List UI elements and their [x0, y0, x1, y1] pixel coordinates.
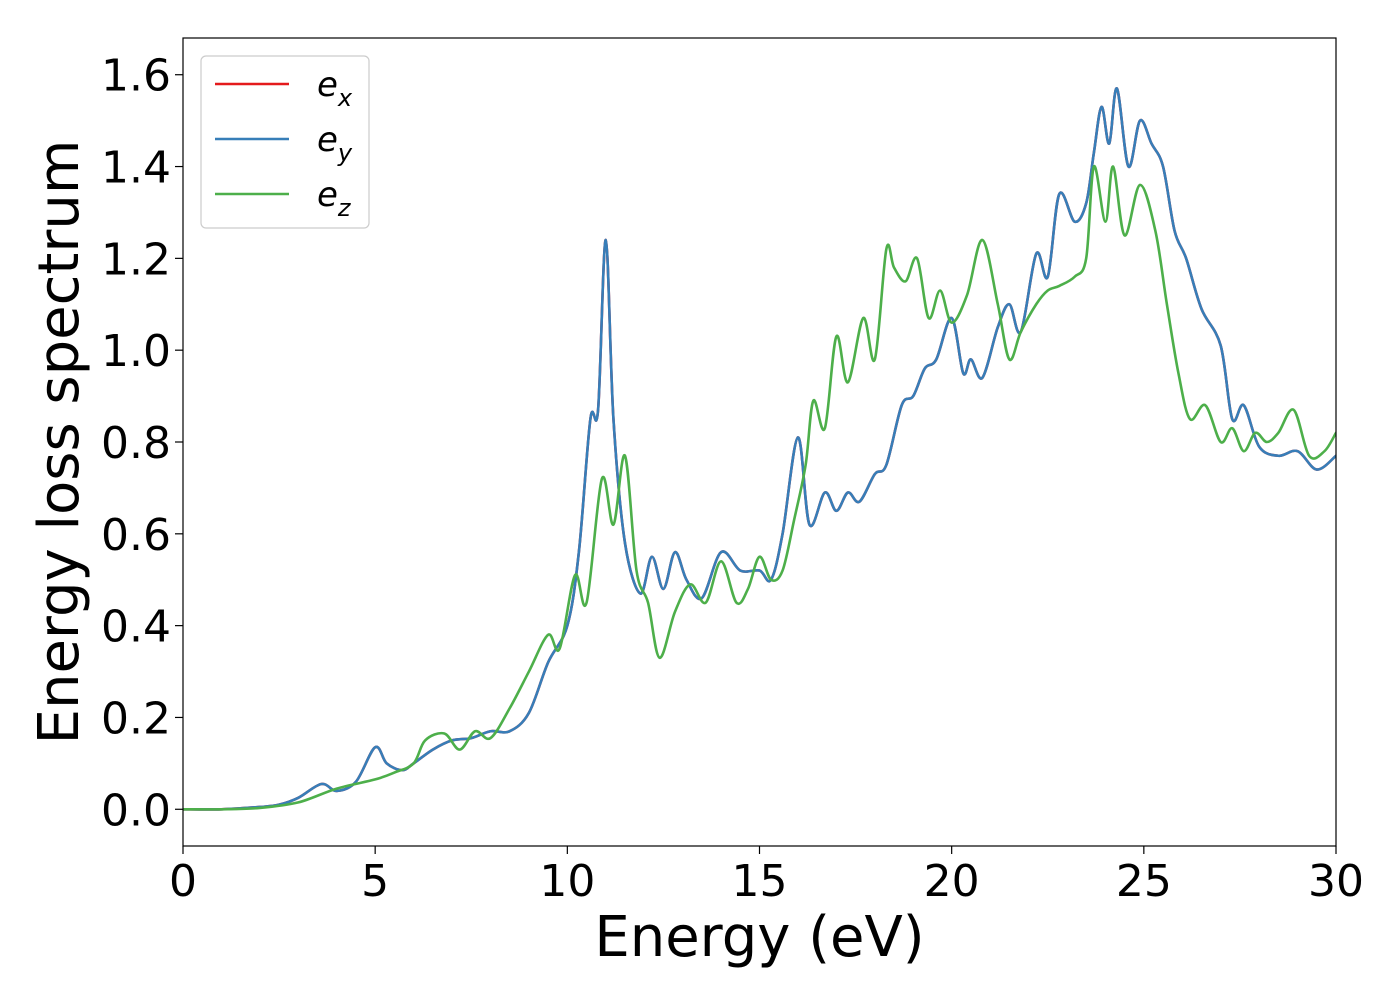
- y-tick-label: 1.2: [101, 234, 171, 285]
- x-tick-label: 30: [1308, 856, 1364, 907]
- legend-label-x: ex: [317, 65, 353, 112]
- y-tick-label: 1.4: [101, 143, 171, 194]
- y-axis: 0.0 0.2 0.4 0.6 0.8 1.0 1.2 1.4 1.6: [101, 51, 183, 836]
- x-axis-title: Energy (eV): [594, 905, 924, 970]
- y-tick-label: 0.4: [101, 602, 171, 653]
- y-axis-title: Energy loss spectrum: [27, 140, 92, 745]
- legend-label-base: e: [317, 65, 338, 105]
- x-tick-label: 5: [361, 856, 389, 907]
- series-line-z: [183, 165, 1336, 811]
- y-tick-label: 0.2: [101, 693, 171, 744]
- x-axis: 0 5 10 15 20 25 30: [169, 846, 1364, 907]
- x-tick-label: 15: [732, 856, 788, 907]
- x-tick-label: 25: [1116, 856, 1172, 907]
- x-tick-label: 20: [924, 856, 980, 907]
- y-tick-label: 1.0: [101, 326, 171, 377]
- x-tick-label: 0: [169, 856, 197, 907]
- legend-label-subscript: x: [337, 84, 353, 112]
- legend-label-subscript: y: [337, 139, 353, 167]
- y-tick-label: 0.6: [101, 510, 171, 561]
- y-tick-label: 1.6: [101, 51, 171, 102]
- legend-box: [200, 55, 370, 229]
- series-layer: [183, 87, 1336, 811]
- legend-label-y: ey: [317, 120, 353, 167]
- legend-label-base: e: [317, 175, 338, 215]
- legend-label-base: e: [317, 120, 338, 160]
- y-tick-label: 0.0: [101, 785, 171, 836]
- y-tick-label: 0.8: [101, 418, 171, 469]
- legend-label-z: ez: [317, 175, 352, 222]
- x-tick-label: 10: [539, 856, 595, 907]
- legend-label-subscript: z: [337, 194, 352, 222]
